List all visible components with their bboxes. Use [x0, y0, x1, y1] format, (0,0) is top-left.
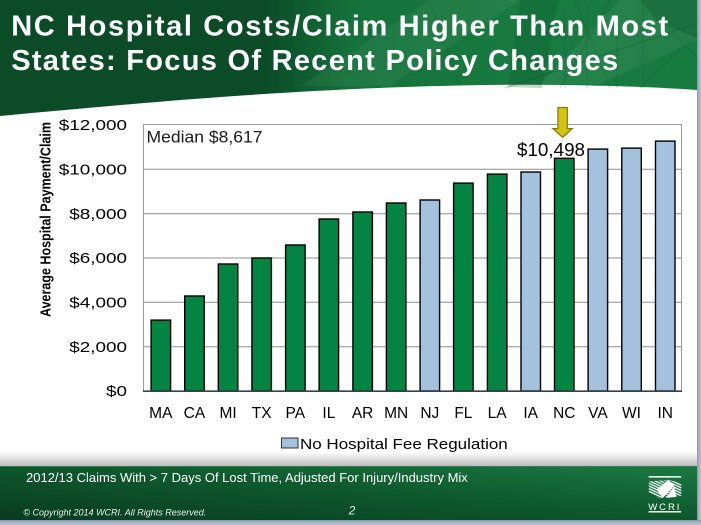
svg-text:$12,000: $12,000: [59, 117, 127, 134]
svg-text:No Hospital Fee Regulation: No Hospital Fee Regulation: [300, 436, 508, 453]
svg-text:IL: IL: [322, 405, 335, 422]
svg-text:$10,000: $10,000: [59, 161, 127, 178]
svg-text:$2,000: $2,000: [69, 339, 127, 356]
svg-text:Median $8,617: Median $8,617: [147, 128, 263, 147]
svg-text:WCRI: WCRI: [648, 502, 681, 513]
svg-text:PA: PA: [286, 405, 306, 422]
svg-text:NJ: NJ: [420, 405, 439, 422]
svg-text:IN: IN: [657, 405, 673, 422]
svg-text:IA: IA: [523, 405, 538, 422]
svg-text:CA: CA: [184, 405, 206, 422]
svg-text:$0: $0: [106, 383, 127, 400]
svg-text:Average Hospital Payment/Claim: Average Hospital Payment/Claim: [38, 122, 55, 317]
svg-text:© Copyright 2014 WCRI. All Rig: © Copyright 2014 WCRI. All Rights Reserv…: [23, 507, 206, 517]
svg-text:AR: AR: [352, 405, 374, 422]
svg-text:2012/13 Claims With > 7 Days O: 2012/13 Claims With > 7 Days Of Lost Tim…: [26, 470, 468, 485]
svg-text:MN: MN: [384, 405, 408, 422]
svg-text:$8,000: $8,000: [69, 206, 127, 223]
svg-text:$10,498: $10,498: [517, 140, 585, 160]
svg-text:MI: MI: [219, 405, 236, 422]
svg-text:$4,000: $4,000: [69, 294, 127, 311]
svg-text:WI: WI: [622, 405, 641, 422]
svg-text:NC: NC: [553, 405, 575, 422]
svg-text:$6,000: $6,000: [69, 250, 127, 267]
svg-text:VA: VA: [588, 405, 608, 422]
svg-text:NC Hospital Costs/Claim Higher: NC Hospital Costs/Claim Higher Than Most: [11, 11, 668, 43]
svg-text:FL: FL: [454, 405, 472, 422]
svg-text:MA: MA: [149, 405, 173, 422]
svg-text:LA: LA: [488, 405, 508, 422]
svg-text:States: Focus Of Recent Policy: States: Focus Of Recent Policy Changes: [11, 45, 618, 77]
svg-text:TX: TX: [252, 405, 272, 422]
svg-text:2: 2: [348, 504, 356, 518]
